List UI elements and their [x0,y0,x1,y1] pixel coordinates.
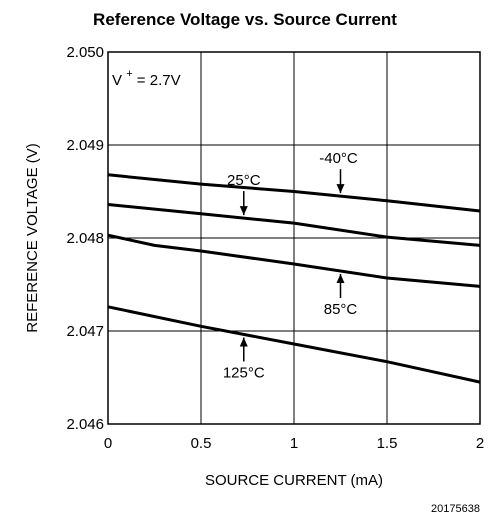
x-tick-label: 0.5 [191,435,212,452]
y-tick-labels: 2.046 2.047 2.048 2.049 2.050 [66,44,104,433]
y-axis-label: REFERENCE VOLTAGE (V) [24,143,41,332]
y-tick-label: 2.049 [66,137,104,154]
x-tick-label: 1.5 [377,435,398,452]
condition-superscript: + [126,68,132,80]
x-tick-label: 2 [476,435,484,452]
y-tick-label: 2.046 [66,416,104,433]
y-tick-label: 2.047 [66,323,104,340]
series-annotation-label: 25°C [227,172,261,189]
series-annotation-label: 125°C [223,364,265,381]
series-annotation-label: 85°C [324,301,358,318]
condition-label: V + = 2.7V [112,64,181,89]
series-line [107,233,481,288]
arrow-head [336,274,345,284]
plot-frame [107,51,481,425]
arrow-head [239,337,248,347]
condition-rest: = 2.7V [137,72,181,89]
series-line [107,173,481,213]
series-annotations: -40°C 25°C 85°C 125°C [223,150,358,381]
figure-id: 20175638 [431,503,480,515]
series-line [107,203,481,247]
arrow-head [239,206,248,216]
x-tick-label: 1 [290,435,298,452]
gridlines [108,52,480,424]
series-curves [107,173,481,384]
arrow-head [336,184,345,194]
condition-main: V [112,72,122,89]
x-tick-labels: 0 0.5 1 1.5 2 [104,435,484,452]
x-tick-label: 0 [104,435,112,452]
y-tick-label: 2.050 [66,44,104,61]
chart-title: Reference Voltage vs. Source Current [93,10,397,29]
series-annotation-label: -40°C [319,150,358,167]
series-line [107,305,481,384]
x-axis-label: SOURCE CURRENT (mA) [205,472,383,489]
y-tick-label: 2.048 [66,230,104,247]
